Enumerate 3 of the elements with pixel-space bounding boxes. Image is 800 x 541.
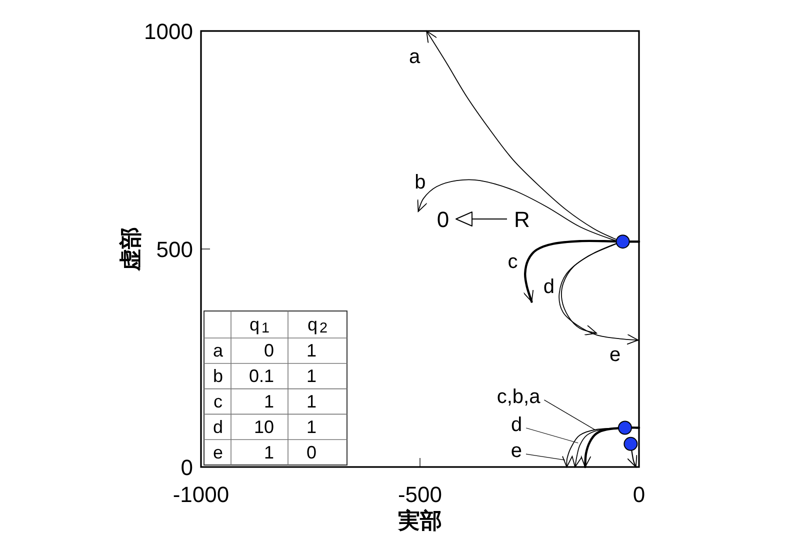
note: e <box>510 440 522 462</box>
note: d <box>511 414 522 436</box>
note: c,b,a <box>496 386 540 408</box>
